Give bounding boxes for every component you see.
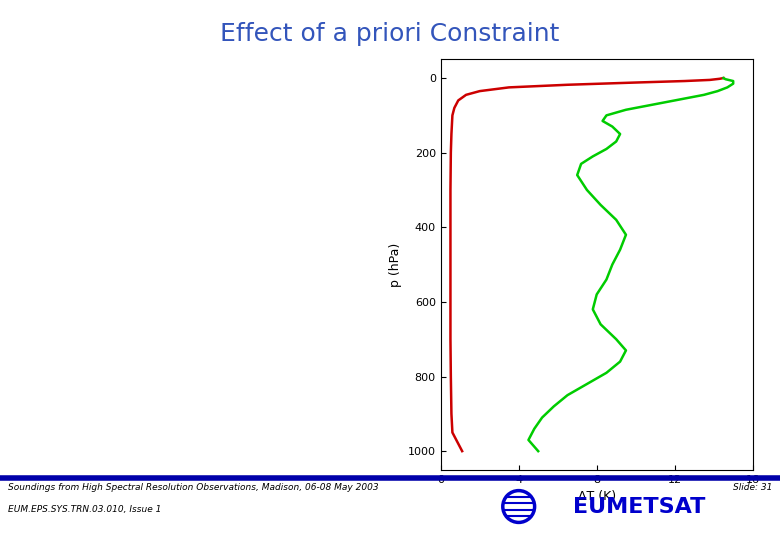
X-axis label: ΔT (K): ΔT (K) [578, 490, 615, 503]
Text: Soundings from High Spectral Resolution Observations, Madison, 06-08 May 2003: Soundings from High Spectral Resolution … [8, 483, 378, 492]
Text: Effect of a priori Constraint: Effect of a priori Constraint [220, 22, 560, 45]
Text: EUMETSAT: EUMETSAT [573, 496, 706, 517]
Text: EUM.EPS.SYS.TRN.03.010, Issue 1: EUM.EPS.SYS.TRN.03.010, Issue 1 [8, 505, 161, 514]
Y-axis label: p (hPa): p (hPa) [389, 242, 402, 287]
Text: Slide: 31: Slide: 31 [733, 483, 772, 492]
